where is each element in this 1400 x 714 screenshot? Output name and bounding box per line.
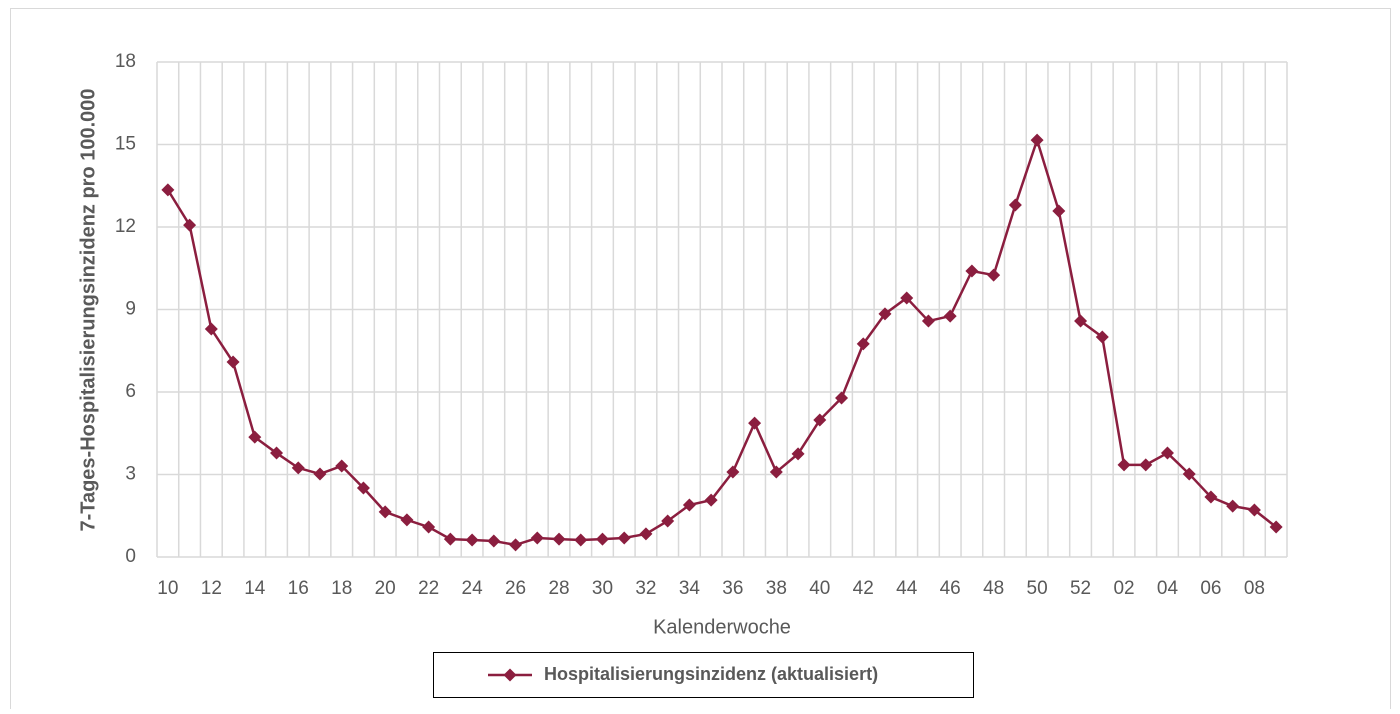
y-tick-label: 3 bbox=[125, 464, 136, 485]
x-tick-label: 40 bbox=[809, 578, 830, 599]
marker bbox=[878, 307, 892, 321]
marker bbox=[661, 514, 675, 528]
marker bbox=[856, 337, 870, 351]
marker bbox=[552, 532, 566, 546]
marker bbox=[161, 183, 175, 197]
marker bbox=[1182, 467, 1196, 481]
x-tick-label: 36 bbox=[722, 578, 743, 599]
marker bbox=[1117, 458, 1131, 472]
marker bbox=[530, 531, 544, 545]
x-tick-label: 08 bbox=[1244, 578, 1265, 599]
y-tick-label: 15 bbox=[115, 134, 136, 155]
x-tick-label: 16 bbox=[288, 578, 309, 599]
x-tick-label: 22 bbox=[418, 578, 439, 599]
y-tick-label: 0 bbox=[125, 546, 136, 567]
marker bbox=[943, 309, 957, 323]
marker bbox=[1030, 133, 1044, 147]
marker bbox=[1095, 330, 1109, 344]
marker bbox=[769, 465, 783, 479]
x-tick-label: 42 bbox=[853, 578, 874, 599]
x-tick-label: 06 bbox=[1200, 578, 1221, 599]
x-tick-label: 32 bbox=[635, 578, 656, 599]
x-tick-label: 44 bbox=[896, 578, 918, 599]
marker bbox=[204, 322, 218, 336]
marker bbox=[835, 391, 849, 405]
marker bbox=[1269, 520, 1283, 534]
marker bbox=[1204, 490, 1218, 504]
y-tick-label: 12 bbox=[115, 216, 136, 237]
marker bbox=[248, 430, 262, 444]
y-tick-label: 6 bbox=[125, 381, 136, 402]
marker bbox=[987, 268, 1001, 282]
marker bbox=[443, 532, 457, 546]
marker bbox=[400, 513, 414, 527]
marker bbox=[291, 461, 305, 475]
x-tick-label: 24 bbox=[462, 578, 484, 599]
series-line bbox=[166, 136, 1277, 547]
x-tick-label: 14 bbox=[244, 578, 266, 599]
x-axis-title: Kalenderwoche bbox=[653, 616, 791, 638]
x-tick-label: 48 bbox=[983, 578, 1004, 599]
x-tick-label: 26 bbox=[505, 578, 526, 599]
marker bbox=[1139, 458, 1153, 472]
marker bbox=[1226, 499, 1240, 513]
x-tick-label: 28 bbox=[548, 578, 569, 599]
marker bbox=[313, 467, 327, 481]
marker bbox=[574, 533, 588, 547]
marker bbox=[639, 527, 653, 541]
marker bbox=[617, 531, 631, 545]
y-tick-label: 9 bbox=[125, 299, 136, 320]
x-tick-label: 10 bbox=[157, 578, 178, 599]
x-tick-label: 18 bbox=[331, 578, 352, 599]
marker bbox=[183, 218, 197, 232]
marker bbox=[335, 459, 349, 473]
marker bbox=[791, 447, 805, 461]
marker bbox=[704, 493, 718, 507]
marker bbox=[422, 520, 436, 534]
marker bbox=[226, 355, 240, 369]
x-tick-label: 46 bbox=[940, 578, 961, 599]
marker bbox=[465, 533, 479, 547]
x-tick-label: 38 bbox=[766, 578, 787, 599]
marker bbox=[726, 465, 740, 479]
marker bbox=[813, 413, 827, 427]
marker bbox=[1052, 204, 1066, 218]
marker bbox=[965, 264, 979, 278]
x-tick-label: 04 bbox=[1157, 578, 1179, 599]
marker bbox=[378, 505, 392, 519]
chart-border bbox=[10, 8, 1391, 714]
x-tick-label: 12 bbox=[201, 578, 222, 599]
x-tick-label: 20 bbox=[375, 578, 396, 599]
x-tick-label: 50 bbox=[1027, 578, 1048, 599]
marker bbox=[487, 534, 501, 548]
x-tick-label: 34 bbox=[679, 578, 701, 599]
marker bbox=[595, 532, 609, 546]
marker bbox=[509, 538, 523, 552]
x-tick-label: 30 bbox=[592, 578, 613, 599]
marker bbox=[900, 291, 914, 305]
legend-marker bbox=[503, 668, 517, 682]
legend-label: Hospitalisierungsinzidenz (aktualisiert) bbox=[544, 664, 878, 684]
x-tick-label: 02 bbox=[1113, 578, 1134, 599]
marker bbox=[1008, 198, 1022, 212]
x-tick-label: 52 bbox=[1070, 578, 1091, 599]
marker bbox=[1074, 314, 1088, 328]
marker bbox=[748, 416, 762, 430]
marker bbox=[270, 446, 284, 460]
marker bbox=[682, 498, 696, 512]
marker bbox=[356, 481, 370, 495]
marker bbox=[1247, 503, 1261, 517]
y-axis-title: 7-Tages-Hospitalisierungsinzidenz pro 10… bbox=[77, 88, 99, 531]
marker bbox=[1160, 446, 1174, 460]
y-tick-label: 18 bbox=[115, 51, 136, 72]
marker bbox=[921, 314, 935, 328]
